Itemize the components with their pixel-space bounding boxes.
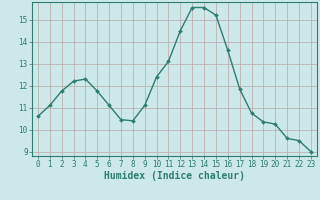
X-axis label: Humidex (Indice chaleur): Humidex (Indice chaleur) <box>104 171 245 181</box>
